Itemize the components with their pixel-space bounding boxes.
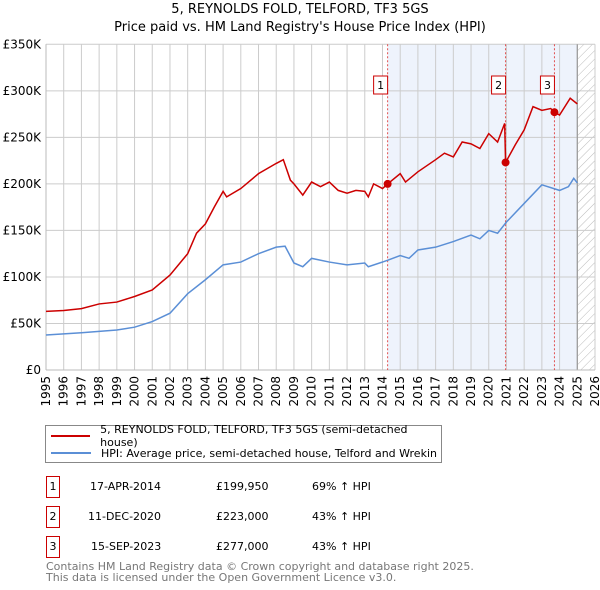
sale-marker-badge: 2 xyxy=(46,506,60,528)
price-chart: 1995 1996 1997 1998 1999 2000 2001 2002 2003 2004… xyxy=(3,37,600,407)
x-tick-label: 1995 xyxy=(39,376,53,407)
forecast-hatch xyxy=(577,44,595,371)
sale-label: 1 xyxy=(377,79,384,92)
x-tick-label: 2022 xyxy=(517,376,531,407)
sale-label-box xyxy=(539,75,555,95)
x-tick-label: 2014 xyxy=(375,376,389,407)
y-tick-label: £350K xyxy=(3,37,43,51)
sale-point xyxy=(383,179,392,188)
x-tick-label: 2005 xyxy=(216,376,230,407)
shaded-region xyxy=(387,44,578,371)
chart-title: 5, REYNOLDS FOLD, TELFORD, TF3 5GS xyxy=(171,2,429,17)
sale-label: 2 xyxy=(495,79,502,92)
y-tick-label: £100K xyxy=(3,270,43,284)
x-tick-label: 2003 xyxy=(181,376,195,407)
x-tick-label: 2008 xyxy=(269,376,283,407)
x-tick-label: 2009 xyxy=(287,376,301,407)
x-tick-label: 2004 xyxy=(198,376,212,407)
x-tick-label: 2018 xyxy=(446,376,460,407)
sale-price: £277,000 xyxy=(216,540,269,553)
sale-row: 1 17-APR-2014 £199,950 69% ↑ HPI xyxy=(46,476,446,498)
sale-row: 3 15-SEP-2023 £277,000 43% ↑ HPI xyxy=(46,536,446,558)
x-tick-label: 2024 xyxy=(553,376,567,407)
x-tick-label: 2002 xyxy=(163,376,177,407)
legend: 5, REYNOLDS FOLD, TELFORD, TF3 5GS (semi… xyxy=(45,423,442,463)
sale-marker-badge: 3 xyxy=(46,536,60,558)
x-tick-label: 2000 xyxy=(128,376,142,407)
sale-hpi-change: 43% ↑ HPI xyxy=(312,540,371,553)
legend-item-hpi: HPI: Average price, semi-detached house,… xyxy=(51,446,437,460)
sale-label-box xyxy=(373,75,389,95)
x-tick-label: 2013 xyxy=(358,376,372,407)
x-tick-label: 1999 xyxy=(110,376,124,407)
sale-marker-badge: 1 xyxy=(46,476,60,498)
sale-date: 15-SEP-2023 xyxy=(91,540,162,553)
sale-point xyxy=(501,158,510,167)
sale-date: 11-DEC-2020 xyxy=(88,510,162,523)
x-tick-label: 2025 xyxy=(570,376,584,407)
x-tick-label: 2006 xyxy=(234,376,248,407)
x-tick-label: 2001 xyxy=(145,376,159,407)
y-tick-label: £200K xyxy=(3,177,43,191)
x-tick-label: 1998 xyxy=(92,376,106,407)
x-tick-label: 2016 xyxy=(411,376,425,407)
sale-price: £223,000 xyxy=(216,510,269,523)
x-tick-label: 2019 xyxy=(464,376,478,407)
x-tick-label: 2026 xyxy=(588,376,600,407)
x-tick-label: 1997 xyxy=(74,376,88,407)
x-tick-label: 2012 xyxy=(340,376,354,407)
y-tick-label: £150K xyxy=(3,223,43,237)
x-tick-label: 1996 xyxy=(57,376,71,407)
x-tick-label: 2015 xyxy=(393,376,407,407)
sale-hpi-change: 69% ↑ HPI xyxy=(312,480,371,493)
y-tick-label: £250K xyxy=(3,130,43,144)
x-tick-label: 2007 xyxy=(252,376,266,407)
sale-row: 2 11-DEC-2020 £223,000 43% ↑ HPI xyxy=(46,506,446,528)
sale-label: 3 xyxy=(544,79,551,92)
y-tick-label: £0 xyxy=(26,363,41,377)
footer-copyright: Contains HM Land Registry data © Crown c… xyxy=(46,560,474,573)
x-tick-label: 2017 xyxy=(429,376,443,407)
legend-label: HPI: Average price, semi-detached house,… xyxy=(101,446,437,460)
footer-license: This data is licensed under the Open Gov… xyxy=(46,571,397,584)
y-tick-label: £300K xyxy=(3,84,43,98)
chart-subtitle: Price paid vs. HM Land Registry's House … xyxy=(114,20,486,35)
legend-label: 5, REYNOLDS FOLD, TELFORD, TF3 5GS (semi… xyxy=(100,423,408,449)
sale-label-box xyxy=(491,75,507,95)
sale-point xyxy=(550,108,559,117)
hpi-line xyxy=(45,176,578,336)
x-tick-label: 2011 xyxy=(322,376,336,407)
legend-item-property: 5, REYNOLDS FOLD, TELFORD, TF3 5GS (semi… xyxy=(51,423,441,449)
y-tick-label: £50K xyxy=(10,316,42,330)
x-tick-label: 2010 xyxy=(305,376,319,407)
sale-price: £199,950 xyxy=(216,480,269,493)
x-tick-label: 2020 xyxy=(482,376,496,407)
x-tick-label: 2023 xyxy=(535,376,549,407)
x-tick-label: 2021 xyxy=(499,376,513,407)
sale-hpi-change: 43% ↑ HPI xyxy=(312,510,371,523)
sale-date: 17-APR-2014 xyxy=(90,480,162,493)
